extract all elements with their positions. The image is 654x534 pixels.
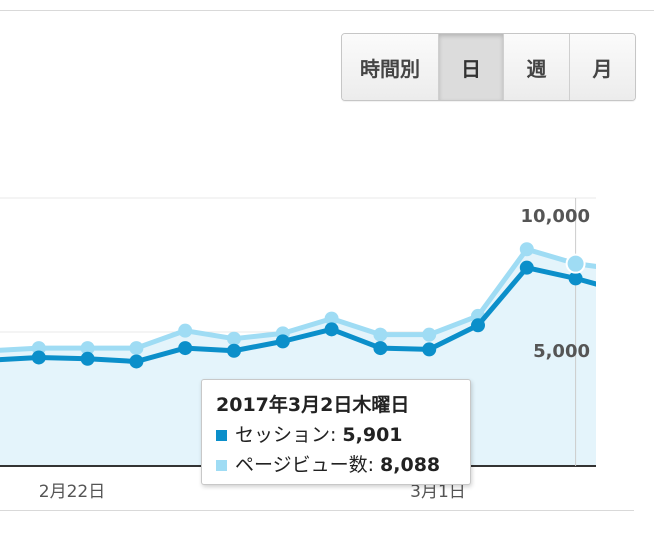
- sessions-point[interactable]: [519, 260, 534, 275]
- sessions-point[interactable]: [129, 354, 144, 369]
- tooltip-sessions-label: セッション:: [235, 424, 337, 446]
- tooltip-pageviews-row: ページビュー数: 8,088: [216, 450, 470, 480]
- sessions-point[interactable]: [422, 342, 437, 357]
- pageviews-swatch-icon: [216, 459, 227, 471]
- pageviews-point[interactable]: [178, 323, 193, 338]
- pageviews-point[interactable]: [227, 331, 241, 346]
- pageviews-point[interactable]: [324, 311, 339, 326]
- sessions-series: [0, 260, 631, 369]
- sessions-point[interactable]: [373, 341, 388, 356]
- sessions-point[interactable]: [275, 334, 290, 349]
- tooltip-date: 2017年3月2日木曜日: [216, 394, 410, 416]
- tooltip-pageviews-value: 8,088: [380, 454, 441, 476]
- hourly-button[interactable]: 時間別: [342, 34, 439, 100]
- pageviews-point[interactable]: [373, 327, 388, 342]
- pageviews-point[interactable]: [80, 341, 95, 356]
- tooltip-sessions-row: セッション: 5,901: [216, 420, 470, 450]
- tooltip-sessions-value: 5,901: [342, 424, 403, 446]
- sessions-point[interactable]: [31, 350, 46, 365]
- pageviews-line: [0, 246, 596, 353]
- top-divider: [0, 10, 654, 11]
- sessions-line: [0, 265, 596, 364]
- pageviews-point[interactable]: [422, 327, 437, 342]
- y-tick-label: 10,000: [521, 206, 590, 227]
- sessions-point[interactable]: [617, 285, 631, 299]
- bottom-divider: [0, 510, 634, 511]
- sessions-point[interactable]: [178, 341, 193, 356]
- x-tick-label: 3月1日: [410, 482, 466, 502]
- pageviews-point[interactable]: [617, 263, 631, 277]
- sessions-point[interactable]: [324, 322, 339, 337]
- chart-tooltip: 2017年3月2日木曜日 セッション: 5,901 ページビュー数: 8,088: [201, 379, 471, 485]
- pageviews-point[interactable]: [519, 242, 534, 257]
- week-button[interactable]: 週: [504, 34, 570, 100]
- sessions-point[interactable]: [568, 271, 583, 286]
- sessions-swatch-icon: [216, 429, 227, 441]
- sessions-point[interactable]: [227, 343, 241, 358]
- pageviews-point[interactable]: [129, 341, 144, 356]
- tooltip-pageviews-label: ページビュー数:: [235, 454, 375, 476]
- month-button[interactable]: 月: [570, 34, 635, 100]
- granularity-selector: 時間別 日 週 月: [341, 33, 636, 101]
- day-button[interactable]: 日: [439, 34, 504, 100]
- sessions-point[interactable]: [471, 318, 485, 333]
- hovered-point: [565, 253, 586, 274]
- x-tick-label: 2月22日: [39, 482, 105, 502]
- sessions-point[interactable]: [80, 351, 95, 366]
- y-tick-label: 5,000: [533, 341, 590, 362]
